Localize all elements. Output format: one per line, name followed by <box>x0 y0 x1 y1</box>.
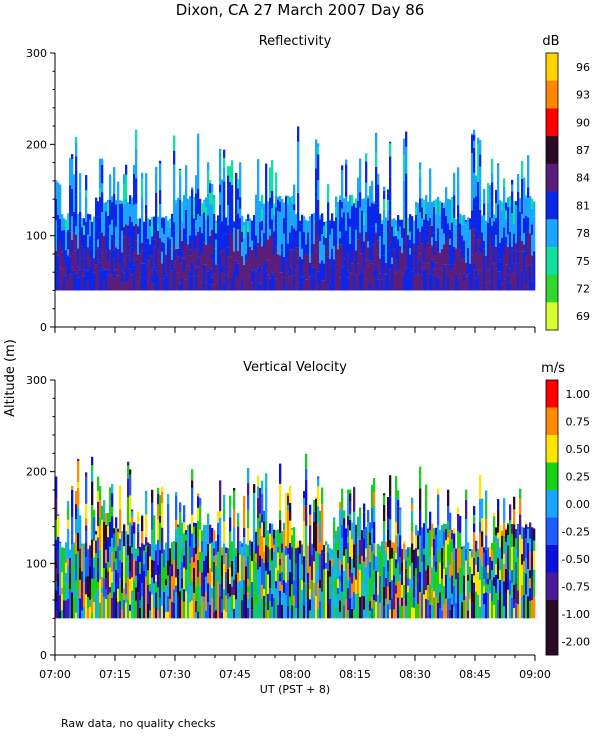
heatmap-field <box>55 126 536 291</box>
colorbar-label: 0.75 <box>566 415 591 428</box>
colorbar-swatch <box>546 435 558 463</box>
colorbar-swatch <box>546 274 558 303</box>
colorbar-unit: m/s <box>541 361 565 376</box>
x-tick-label: 07:45 <box>219 668 251 681</box>
colorbar-unit: dB <box>542 34 559 49</box>
colorbar-label: 0.00 <box>566 498 591 511</box>
colorbar-label: 0.50 <box>566 443 591 456</box>
heatmap-field <box>55 453 536 619</box>
colorbar-swatch <box>546 163 558 192</box>
colorbar-label: 75 <box>576 255 590 268</box>
colorbar-swatch <box>546 600 558 628</box>
panel-title: Vertical Velocity <box>243 360 347 375</box>
y-tick-label: 300 <box>26 374 47 387</box>
y-tick-label: 100 <box>26 557 47 570</box>
colorbar-label: 78 <box>576 227 590 240</box>
colorbar-swatch <box>546 407 558 436</box>
x-tick-label: 07:00 <box>39 668 71 681</box>
colorbar-swatch <box>546 627 558 656</box>
y-tick-label: 100 <box>26 230 47 243</box>
colorbar-frame <box>545 379 559 656</box>
colorbar-label: 90 <box>576 116 590 129</box>
colorbar-swatch <box>546 462 558 491</box>
x-tick-label: 07:30 <box>159 668 191 681</box>
colorbar-label: -0.50 <box>562 553 590 566</box>
colorbar-frame <box>545 52 559 331</box>
vertical-velocity-panel: Vertical Velocity m/s 0 100 200 300 07:00 07:15… <box>26 360 590 681</box>
y-tick-label: 0 <box>40 321 47 334</box>
x-tick-label: 08:45 <box>459 668 491 681</box>
x-tick-label: 08:00 <box>279 668 311 681</box>
y-tick-label: 0 <box>40 649 47 662</box>
colorbar-label: 1.00 <box>566 388 591 401</box>
colorbar-label: 0.25 <box>566 470 591 483</box>
y-tick-label: 300 <box>26 47 47 60</box>
colorbar-label: 69 <box>576 310 590 323</box>
figure-title: Dixon, CA 27 March 2007 Day 86 <box>176 1 425 19</box>
colorbar-label: 81 <box>576 199 590 212</box>
colorbar-label: -2.00 <box>562 635 590 648</box>
colorbar-label: -1.00 <box>562 608 590 621</box>
y-axis-label: Altitude (m) <box>3 339 18 417</box>
colorbar-swatch <box>546 80 558 109</box>
y-tick-label: 200 <box>26 466 47 479</box>
colorbar-swatch <box>546 490 558 518</box>
colorbar-swatch <box>546 108 558 137</box>
footnote: Raw data, no quality checks <box>61 717 216 730</box>
colorbar-label: 87 <box>576 144 590 157</box>
colorbar-swatch <box>546 53 558 82</box>
reflectivity-panel: Reflectivity dB 0 100 200 300 96 93 90 87 84 81 78 75… <box>26 34 590 334</box>
colorbar-swatch <box>546 572 558 601</box>
colorbar-label: 96 <box>576 61 590 74</box>
x-tick-label: 08:15 <box>339 668 371 681</box>
colorbar-label: -0.75 <box>562 580 590 593</box>
colorbar-label: -0.25 <box>562 525 590 538</box>
colorbar-swatch <box>546 380 558 408</box>
colorbar-swatch <box>546 136 558 165</box>
colorbar-swatch <box>546 219 558 248</box>
colorbar-swatch <box>546 246 558 275</box>
x-tick-label: 09:00 <box>519 668 551 681</box>
y-tick-label: 200 <box>26 138 47 151</box>
colorbar-label: 72 <box>576 282 590 295</box>
x-axis-label: UT (PST + 8) <box>260 683 330 696</box>
colorbar-swatch <box>546 191 558 220</box>
x-tick-label: 07:15 <box>99 668 131 681</box>
colorbar-label: 84 <box>576 172 590 185</box>
colorbar-swatch <box>546 517 558 546</box>
colorbar-swatch <box>546 545 558 573</box>
colorbar-swatch <box>546 302 558 331</box>
colorbar-label: 93 <box>576 89 590 102</box>
x-tick-label: 08:30 <box>399 668 431 681</box>
panel-title: Reflectivity <box>259 34 332 49</box>
